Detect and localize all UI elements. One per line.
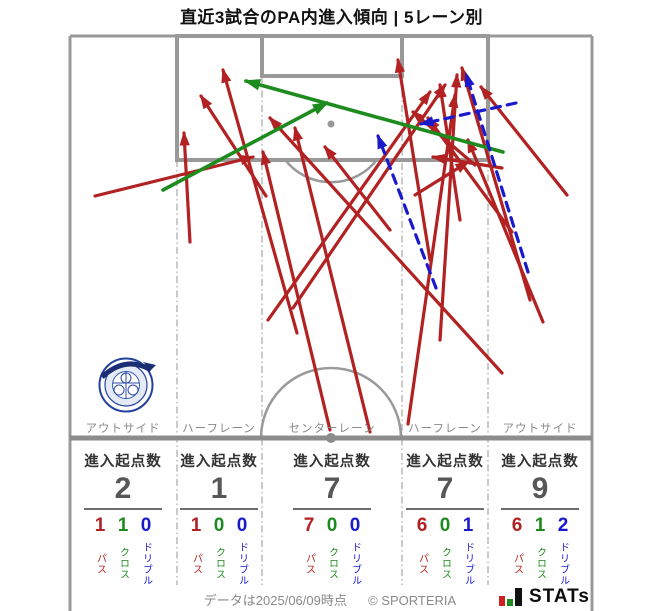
pass-count: 1 <box>94 514 106 536</box>
pass-arrow <box>260 149 332 432</box>
cross-label: クロス <box>326 547 338 580</box>
pass-arrow <box>221 67 299 335</box>
pass-label: パス <box>416 552 428 575</box>
divider-rule <box>180 507 258 510</box>
divider-rule <box>501 507 579 510</box>
entry-arrows <box>93 57 569 434</box>
bar-chart-icon <box>499 588 522 606</box>
stat-column-outside-left: 進入起点数 2 1 パス 1 クロス 0 ドリブル <box>68 450 178 590</box>
dribble-label: ドリブル <box>462 541 474 586</box>
sporteria-stats-logo: STATs <box>499 585 590 606</box>
dribble-arrow <box>418 101 518 127</box>
stat-header: 進入起点数 <box>501 454 579 470</box>
pass-label: パス <box>511 552 523 575</box>
stat-header: 進入起点数 <box>84 454 162 470</box>
cross-count: 0 <box>439 514 451 536</box>
stat-column-half-left: 進入起点数 1 1 パス 0 クロス 0 ドリブル <box>164 450 274 590</box>
pass-arrow <box>406 92 459 426</box>
goal-area <box>260 34 404 78</box>
penalty-arc <box>284 159 378 184</box>
cross-label: クロス <box>117 547 129 580</box>
dribble-count: 0 <box>140 514 152 536</box>
center-spot <box>326 433 336 443</box>
lane-label-half-left: ハーフレーン <box>182 423 256 435</box>
origin-count: 2 <box>114 472 132 505</box>
pass-arrow <box>93 154 256 198</box>
cross-label: クロス <box>213 547 225 580</box>
stat-header: 進入起点数 <box>180 454 258 470</box>
lane-label-half-right: ハーフレーン <box>408 423 482 435</box>
dribble-arrow <box>464 71 530 274</box>
stat-header: 進入起点数 <box>406 454 484 470</box>
origin-count: 7 <box>323 472 341 505</box>
penalty-spot <box>327 120 335 128</box>
pass-count: 1 <box>190 514 202 536</box>
pass-arrow <box>394 57 432 262</box>
stat-header: 進入起点数 <box>293 454 371 470</box>
pass-arrow <box>438 72 462 342</box>
pass-label: パス <box>303 552 315 575</box>
lane-label-outside-left: アウトサイド <box>85 423 161 435</box>
pass-arrow <box>436 82 462 222</box>
pass-count: 7 <box>303 514 315 536</box>
origin-count: 7 <box>436 472 454 505</box>
pass-arrow <box>479 85 569 197</box>
pass-arrow <box>268 116 504 375</box>
dribble-label: ドリブル <box>236 541 248 586</box>
pass-label: パス <box>94 552 106 575</box>
pass-arrow <box>199 94 268 198</box>
cross-count: 1 <box>117 514 129 536</box>
divider-rule <box>84 507 162 510</box>
dribble-label: ドリブル <box>349 541 361 586</box>
origin-count: 9 <box>531 472 549 505</box>
data-date-note: データは2025/06/09時点 <box>203 593 347 608</box>
divider-rule <box>293 507 371 510</box>
cross-count: 0 <box>213 514 225 536</box>
lane-label-center: センターレーン <box>288 423 376 435</box>
pass-arrow <box>179 130 192 244</box>
lane-label-outside-right: アウトサイド <box>502 423 578 435</box>
dribble-count: 0 <box>236 514 248 536</box>
pass-arrow <box>466 137 545 324</box>
cross-arrow <box>161 101 330 192</box>
page-title: 直近3試合のPA内進入傾向 | 5レーン別 <box>179 8 484 27</box>
center-circle <box>259 366 403 439</box>
cross-arrow <box>243 79 505 154</box>
divider-rule <box>406 507 484 510</box>
dribble-count: 2 <box>557 514 569 536</box>
cross-label: クロス <box>439 547 451 580</box>
pitch-lines <box>68 34 594 611</box>
lane-dividers <box>176 76 489 585</box>
copyright: © SPORTERIA <box>368 593 457 608</box>
pass-label: パス <box>190 552 202 575</box>
stat-column-half-right: 進入起点数 7 6 パス 0 クロス 1 ドリブル <box>390 450 500 590</box>
pass-arrow <box>323 145 392 232</box>
dribble-arrow <box>376 133 438 290</box>
dribble-count: 1 <box>462 514 474 536</box>
cross-count: 0 <box>326 514 338 536</box>
cross-label: クロス <box>534 547 546 580</box>
club-logo <box>98 357 156 413</box>
dribble-label: ドリブル <box>140 541 152 586</box>
dribble-count: 0 <box>349 514 361 536</box>
origin-count: 1 <box>210 472 228 505</box>
stat-column-outside-right: 進入起点数 9 6 パス 1 クロス 2 ドリブル <box>485 450 595 590</box>
logo-swoosh <box>100 361 153 379</box>
footer-note: データは2025/06/09時点 © SPORTERIA <box>120 590 540 609</box>
dribble-label: ドリブル <box>557 541 569 586</box>
stat-column-center: 進入起点数 7 7 パス 0 クロス 0 ドリブル <box>277 450 387 590</box>
pass-count: 6 <box>416 514 428 536</box>
pass-arrow <box>292 125 372 434</box>
cross-count: 1 <box>534 514 546 536</box>
pass-count: 6 <box>511 514 523 536</box>
stats-logo-text: STATs <box>529 586 590 607</box>
